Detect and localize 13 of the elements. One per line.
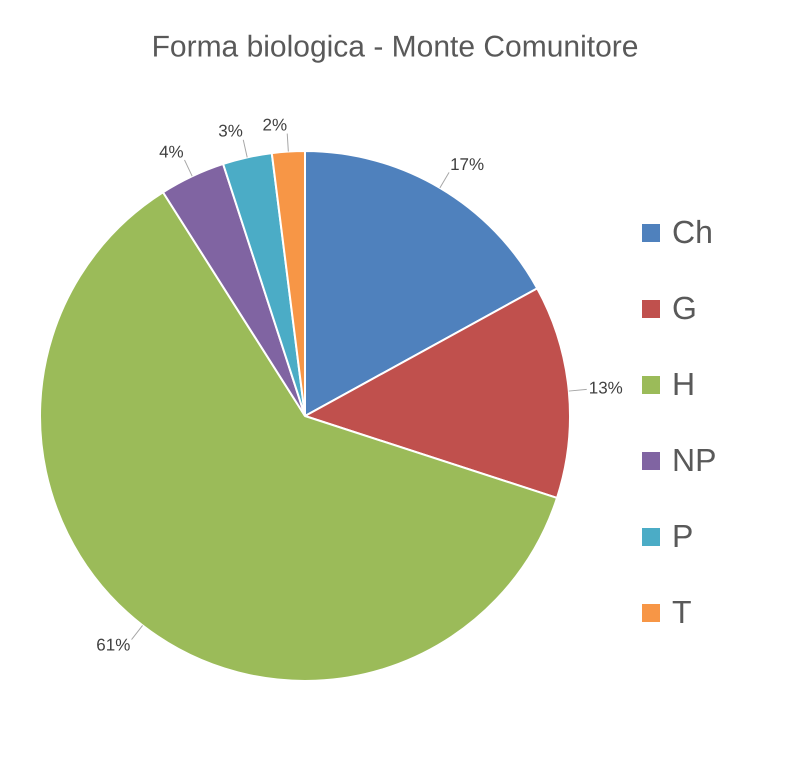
data-label: 17% [450, 155, 484, 174]
data-label: 61% [96, 636, 130, 655]
data-label: 3% [218, 122, 243, 141]
data-label: 2% [262, 115, 288, 134]
legend-label: Ch [672, 214, 713, 250]
legend-label: P [672, 518, 694, 554]
chart-title: Forma biologica - Monte Comunitore [152, 30, 638, 64]
legend-label: T [672, 594, 692, 630]
legend-label: H [672, 366, 696, 402]
data-label: 13% [588, 378, 623, 398]
legend-label: NP [672, 442, 716, 478]
legend-label: G [672, 290, 697, 326]
data-label: 4% [159, 142, 184, 162]
